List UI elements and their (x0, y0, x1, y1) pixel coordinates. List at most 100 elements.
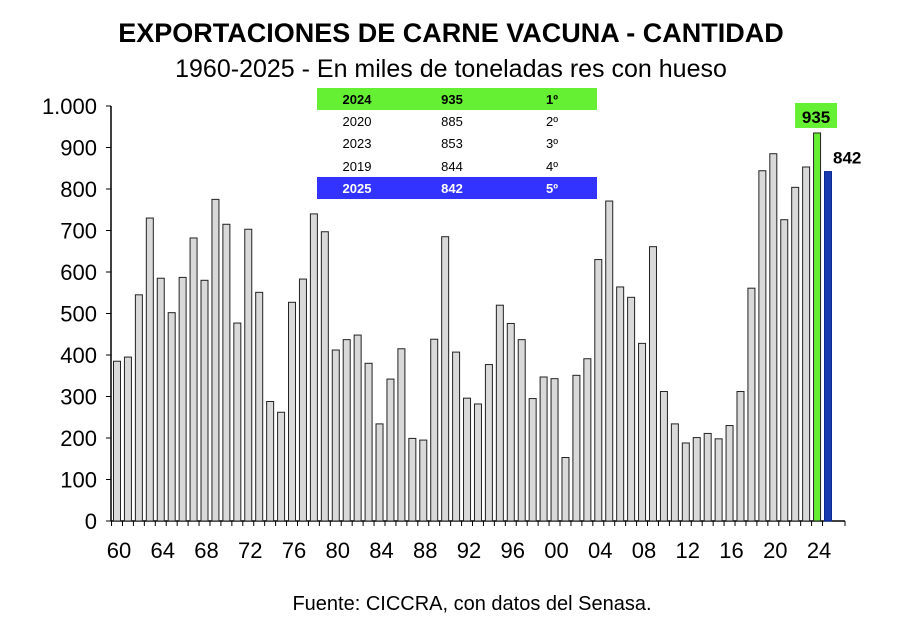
bar-1979 (320, 231, 329, 522)
bar-1981 (342, 339, 351, 522)
bar-2011 (670, 423, 679, 522)
bar-2001 (561, 457, 570, 522)
bar-2012 (681, 442, 690, 522)
y-tick-label: 600 (60, 260, 97, 285)
ranking-rank: 5º (546, 180, 558, 196)
x-tick-label: 68 (194, 538, 218, 563)
bar-1964 (156, 277, 165, 522)
bar-2021 (780, 219, 789, 522)
bar-2014 (703, 432, 712, 522)
bar-2015 (714, 438, 723, 522)
bar-2005 (605, 200, 614, 522)
bar-2020 (769, 153, 778, 522)
y-tick-label: 100 (60, 468, 97, 493)
ranking-row: 2020 885 2º (317, 110, 597, 132)
bar-2009 (648, 246, 657, 522)
x-tick-label: 72 (238, 538, 262, 563)
bar-1971 (233, 322, 242, 522)
bar-2000 (550, 378, 559, 522)
bar-2024 (813, 132, 822, 522)
bar-1997 (517, 339, 526, 522)
bar-2003 (583, 358, 592, 522)
y-tick-label: 800 (60, 177, 97, 202)
y-tick-label: 200 (60, 426, 97, 451)
x-tick-label: 96 (501, 538, 525, 563)
bar-2013 (692, 437, 701, 522)
ranking-value: 885 (441, 113, 463, 129)
bar-2002 (572, 374, 581, 522)
x-tick-label: 80 (326, 538, 350, 563)
bar-2010 (659, 391, 668, 522)
y-tick-label: 700 (60, 219, 97, 244)
bar-1970 (222, 223, 231, 522)
bar-2007 (627, 296, 636, 522)
bar-2025 (824, 171, 832, 522)
chart-subtitle: 1960-2025 - En miles de toneladas res co… (175, 55, 727, 83)
bar-1986 (397, 348, 406, 522)
y-tick-label: 900 (60, 136, 97, 161)
bar-2006 (616, 286, 625, 522)
x-tick-label: 64 (151, 538, 175, 563)
y-tick-label: 1.000 (42, 94, 97, 119)
bar-1988 (419, 439, 428, 522)
bar-1969 (211, 198, 220, 522)
data-label-2025: 842 (833, 149, 861, 168)
ranking-table: 2024 935 1º 2020 885 2º 2023 853 3º 2019 844 4º 2025… (317, 88, 597, 200)
ranking-value: 844 (441, 158, 463, 174)
data-label-2024: 935 (802, 108, 830, 127)
bar-1974 (266, 400, 275, 522)
chart-title: EXPORTACIONES DE CARNE VACUNA - CANTIDAD (118, 18, 784, 48)
bar-1999 (539, 376, 548, 522)
ranking-rank: 3º (546, 136, 558, 152)
bar-1996 (506, 322, 515, 522)
ranking-value: 853 (441, 136, 463, 152)
x-tick-label: 00 (544, 538, 568, 563)
y-tick-label: 300 (60, 385, 97, 410)
ranking-year: 2019 (342, 158, 372, 174)
x-tick-label: 92 (457, 538, 481, 563)
ranking-year: 2025 (342, 180, 372, 196)
x-tick-label: 76 (282, 538, 306, 563)
bar-1977 (298, 278, 307, 522)
bar-1976 (288, 301, 297, 522)
bar-1972 (244, 228, 253, 522)
bar-1984 (375, 423, 384, 522)
bar-1960 (113, 360, 121, 522)
bar-1990 (441, 236, 450, 522)
bar-1991 (452, 351, 461, 522)
x-tick-label: 88 (413, 538, 437, 563)
bar-1962 (134, 294, 143, 522)
x-tick-label: 20 (763, 538, 787, 563)
y-tick-label: 500 (60, 302, 97, 327)
bar-1978 (309, 213, 318, 522)
x-tick-label: 84 (369, 538, 393, 563)
bar-2023 (802, 166, 811, 522)
ranking-value: 935 (441, 91, 463, 107)
bar-1980 (331, 349, 340, 522)
ranking-row: 2023 853 3º (317, 133, 597, 155)
bar-1992 (463, 397, 472, 522)
x-tick-label: 24 (807, 538, 831, 563)
bar-1998 (528, 398, 537, 522)
data-label-box-2024 (795, 102, 838, 128)
bar-1994 (484, 364, 493, 522)
y-tick-label: 0 (85, 509, 97, 534)
bar-1987 (408, 437, 417, 522)
x-tick-label: 04 (588, 538, 612, 563)
x-tick-label: 08 (632, 538, 656, 563)
bar-2016 (725, 425, 734, 522)
bar-2004 (594, 259, 603, 522)
ranking-row: 2024 935 1º (317, 88, 597, 111)
bar-1965 (167, 312, 176, 522)
bar-2018 (747, 287, 756, 522)
ranking-rank: 2º (546, 113, 558, 129)
x-tick-label: 60 (107, 538, 131, 563)
ranking-row: 2019 844 4º (317, 155, 597, 177)
x-tick-label: 12 (676, 538, 700, 563)
ranking-year: 2024 (342, 91, 372, 107)
bar-2008 (638, 342, 647, 522)
ranking-year: 2020 (342, 113, 372, 129)
bar-1983 (364, 362, 373, 522)
ranking-row: 2025 842 5º (317, 177, 597, 200)
